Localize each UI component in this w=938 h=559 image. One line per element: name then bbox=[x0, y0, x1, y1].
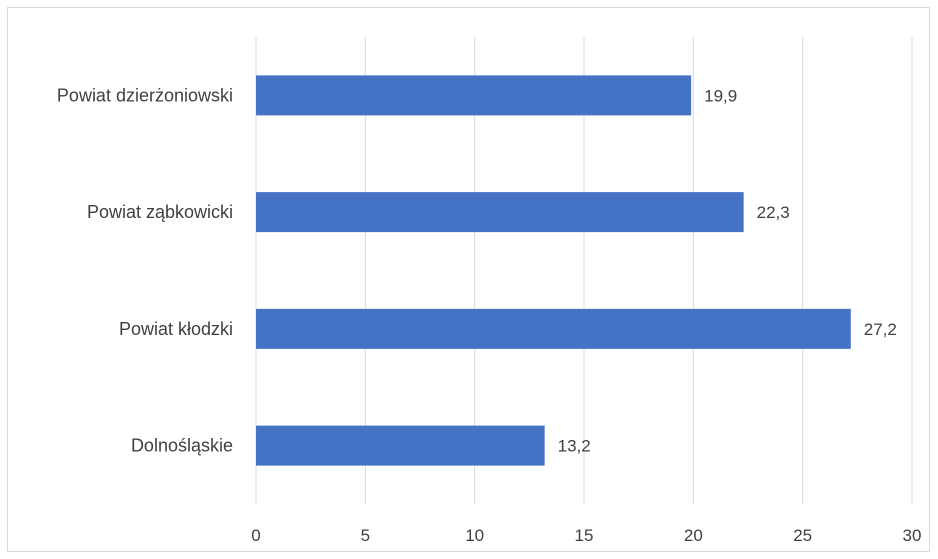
x-tick-label: 20 bbox=[684, 526, 703, 545]
data-label: 19,9 bbox=[704, 86, 737, 105]
category-label: Powiat kłodzki bbox=[119, 319, 233, 339]
x-tick-label: 10 bbox=[465, 526, 484, 545]
bar bbox=[256, 308, 851, 349]
x-tick-label: 5 bbox=[361, 526, 370, 545]
x-tick-label: 15 bbox=[575, 526, 594, 545]
data-label: 13,2 bbox=[558, 437, 591, 456]
category-label: Powiat dzierżoniowski bbox=[57, 85, 233, 105]
bars bbox=[256, 75, 851, 466]
x-tick-label: 25 bbox=[793, 526, 812, 545]
bar bbox=[256, 425, 545, 466]
x-tick-label: 0 bbox=[251, 526, 260, 545]
bar bbox=[256, 75, 692, 116]
category-label: Dolnośląskie bbox=[131, 436, 233, 456]
category-label: Powiat ząbkowicki bbox=[87, 202, 233, 222]
labels: 0 5 10 15 20 25 30 Powiat dzierżoniowski 19,9 Pow… bbox=[57, 85, 922, 545]
x-tick-label: 30 bbox=[903, 526, 922, 545]
data-label: 27,2 bbox=[864, 320, 897, 339]
bar bbox=[256, 192, 744, 233]
data-label: 22,3 bbox=[757, 203, 790, 222]
